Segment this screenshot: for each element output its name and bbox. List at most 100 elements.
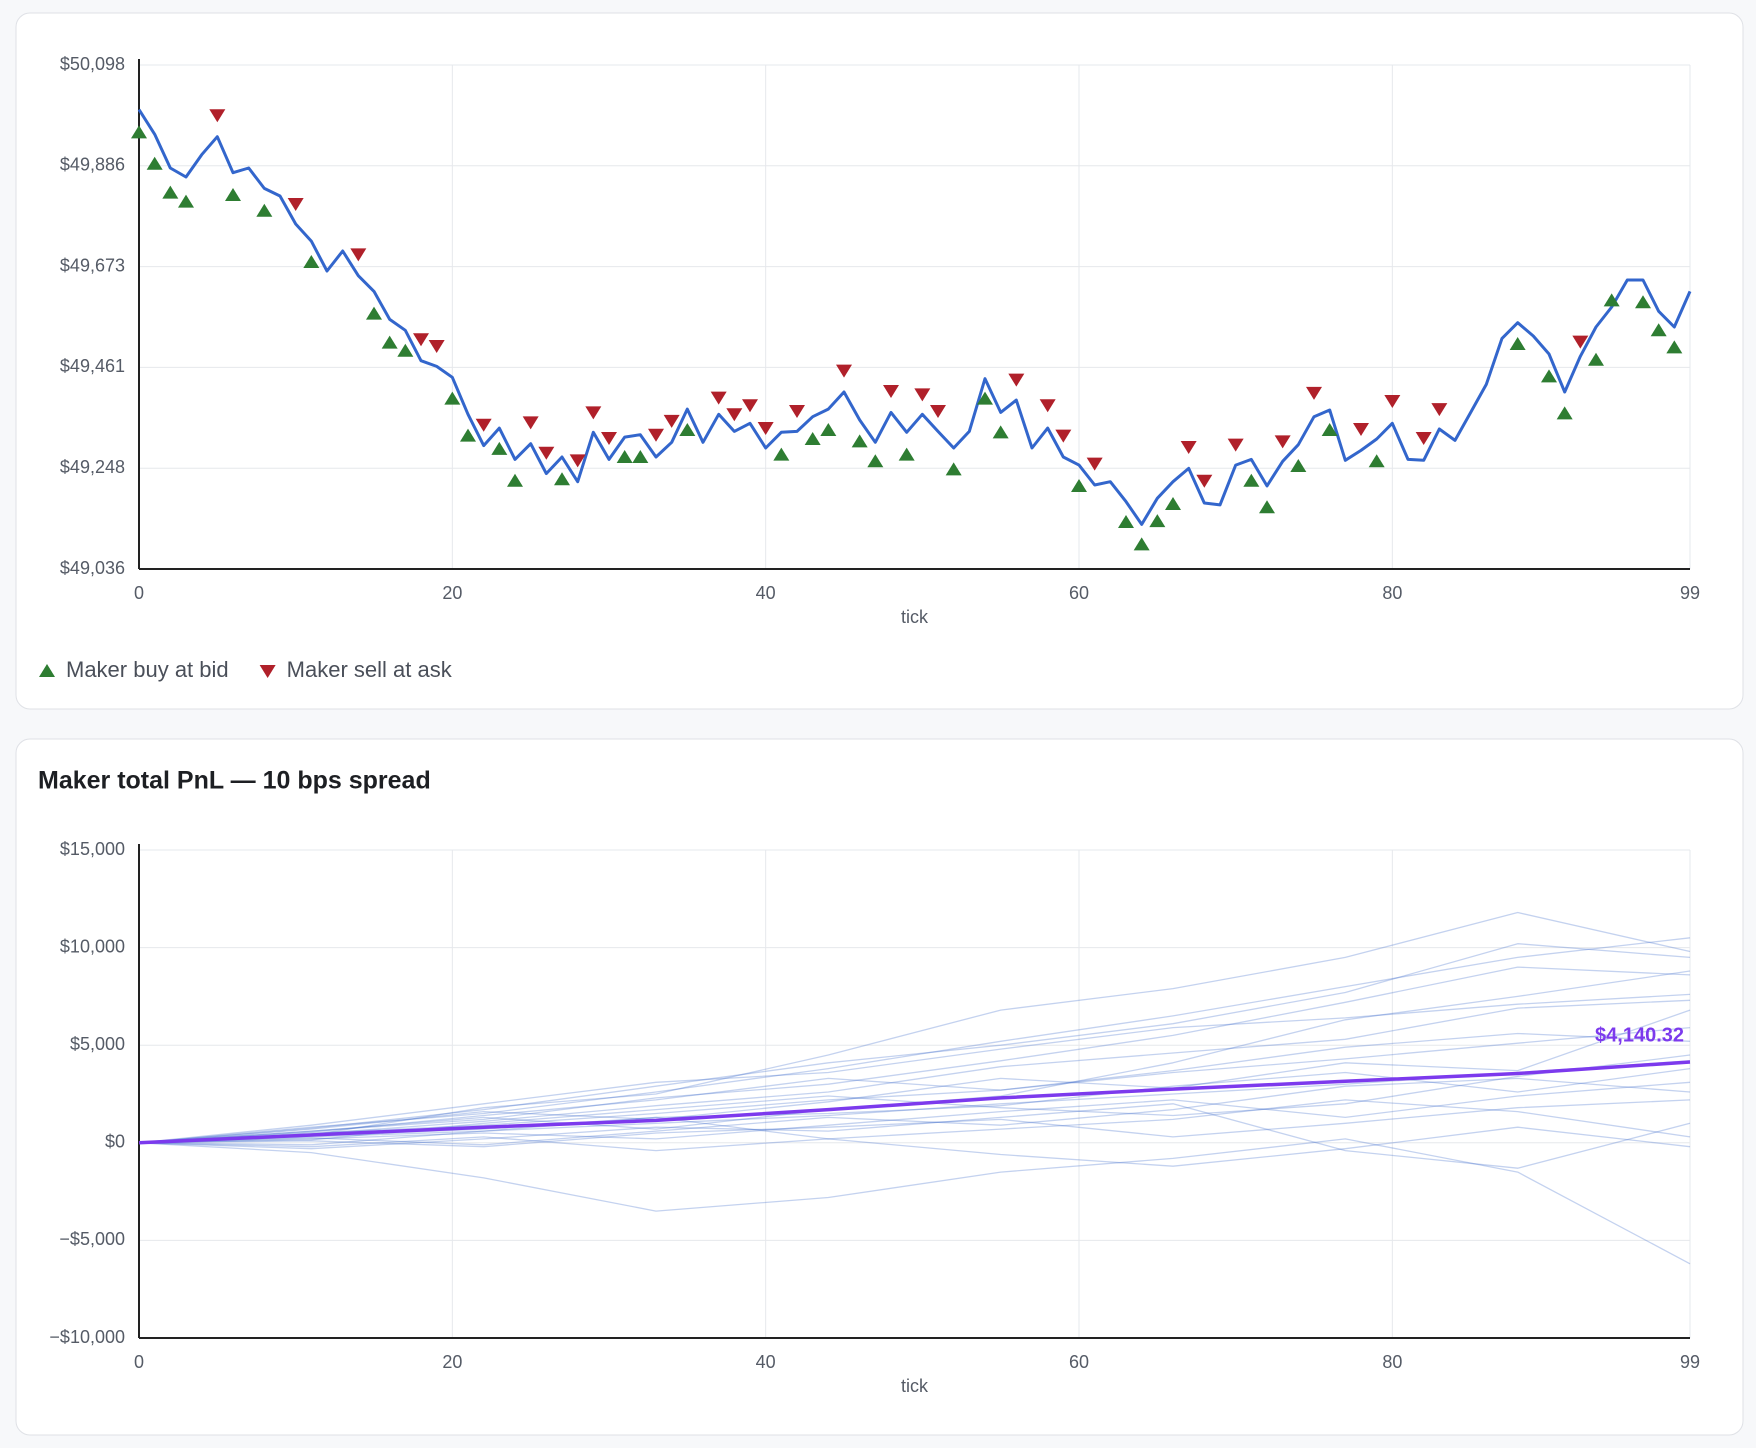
y-tick-label: $49,248: [60, 457, 125, 477]
marker: [1353, 423, 1369, 436]
marker: [945, 462, 962, 476]
line: [138, 1060, 1691, 1145]
marker: [867, 454, 884, 468]
marker: [146, 156, 163, 170]
marker: [1039, 399, 1056, 413]
x-tick-label: 40: [756, 583, 776, 603]
marker: [820, 422, 837, 436]
marker: [1227, 438, 1244, 452]
x-tick-label: 0: [134, 1352, 144, 1372]
y-tick-label: $5,000: [70, 1034, 125, 1054]
line: [138, 1077, 1691, 1146]
marker: [1243, 473, 1260, 487]
marker: [554, 472, 570, 486]
line: [137, 108, 1692, 526]
y-tick-label: $15,000: [60, 839, 125, 859]
marker: [1165, 496, 1181, 510]
marker: [1368, 454, 1385, 468]
marker: [773, 447, 790, 461]
marker: [726, 408, 743, 422]
marker: [178, 194, 194, 208]
marker: [804, 431, 821, 445]
y-tick-label: $49,461: [60, 356, 125, 376]
marker: [1086, 457, 1103, 471]
marker: [444, 391, 461, 405]
marker: [836, 364, 852, 378]
marker: [1274, 435, 1291, 449]
line: [138, 999, 1691, 1144]
x-tick-label: 99: [1680, 1352, 1700, 1372]
marker: [428, 339, 445, 353]
x-tick-label: 0: [134, 583, 144, 603]
marker: [475, 418, 492, 432]
chart-title: Maker total PnL — 10 bps spread: [38, 767, 431, 795]
marker: [1071, 478, 1087, 492]
marker: [413, 333, 429, 347]
marker: [648, 428, 664, 442]
y-tick-label: $50,098: [60, 54, 125, 74]
line: [138, 937, 1691, 1144]
marker: [538, 446, 555, 460]
marker: [1008, 373, 1025, 387]
line: [138, 993, 1691, 1144]
marker: [1055, 429, 1072, 443]
line: [138, 1103, 1691, 1169]
marker: [1415, 432, 1432, 446]
marker: [1588, 352, 1604, 366]
line: [138, 911, 1691, 1144]
marker: [366, 306, 382, 320]
legend-marker: [259, 665, 276, 678]
x-tick-label: 60: [1069, 583, 1089, 603]
line: [138, 1032, 1691, 1144]
line: [138, 1099, 1691, 1146]
marker: [883, 385, 899, 399]
card: [15, 12, 1744, 710]
line: [138, 1126, 1691, 1167]
y-tick-label: $49,036: [60, 558, 125, 578]
marker: [522, 416, 539, 430]
marker: [1118, 515, 1134, 529]
legend-marker: [39, 664, 55, 677]
marker: [1635, 295, 1651, 309]
marker: [616, 450, 633, 463]
y-tick-label: $0: [105, 1132, 125, 1152]
marker: [930, 404, 946, 418]
marker: [1180, 441, 1197, 455]
marker: [1509, 337, 1526, 351]
marker: [131, 125, 147, 139]
marker: [1196, 474, 1213, 488]
marker: [789, 404, 805, 418]
marker: [225, 188, 241, 202]
marker: [1556, 406, 1573, 420]
marker: [287, 198, 304, 212]
y-tick-label: $49,673: [60, 255, 125, 275]
marker: [303, 254, 320, 268]
marker: [209, 109, 226, 123]
line: [138, 966, 1691, 1144]
card: [15, 738, 1744, 1436]
x-tick-label: 40: [756, 1352, 776, 1372]
marker: [914, 388, 931, 402]
marker: [491, 441, 508, 455]
marker: [1541, 369, 1557, 383]
marker: [1306, 386, 1322, 400]
marker: [1572, 335, 1589, 349]
marker: [898, 447, 915, 461]
marker: [507, 473, 523, 487]
marker: [381, 335, 398, 349]
y-tick-label: $49,886: [60, 155, 125, 175]
marker: [1321, 422, 1338, 436]
marker: [632, 450, 649, 463]
line: [138, 943, 1691, 1144]
marker: [601, 432, 617, 446]
marker: [1149, 514, 1166, 528]
legend-label: Maker sell at ask: [287, 657, 453, 682]
x-tick-label: 60: [1069, 1352, 1089, 1372]
marker: [1431, 403, 1448, 417]
x-tick-label: 99: [1680, 583, 1700, 603]
marker: [397, 343, 414, 357]
marker: [710, 391, 727, 405]
line: [138, 1138, 1691, 1265]
marker: [460, 428, 476, 442]
x-tick-label: 80: [1382, 583, 1402, 603]
